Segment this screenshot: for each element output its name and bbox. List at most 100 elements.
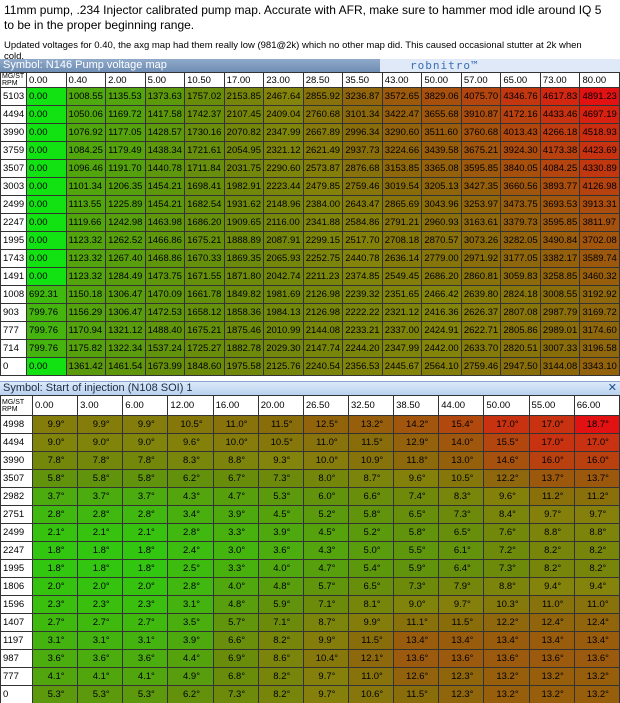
cell: 1858.36 xyxy=(223,303,265,322)
cell: 9.9° xyxy=(77,415,124,434)
cell: 2010.99 xyxy=(263,321,304,340)
cell: 4.5° xyxy=(257,505,304,524)
cell: 1123.32 xyxy=(65,231,107,250)
cell: 4.3° xyxy=(167,487,214,506)
cell: 2341.88 xyxy=(302,213,344,232)
cell: 5.8° xyxy=(31,469,79,488)
cell: 2759.46 xyxy=(342,177,383,196)
row-header: 2499 xyxy=(0,523,33,542)
table-row: 1806 2.0° 2.0° 2.0° 2.8° 4.0° 4.8° 5.7° 6.5° 7.3°… xyxy=(0,577,620,596)
cell: 1686.20 xyxy=(184,213,225,232)
cell: 4172.16 xyxy=(500,105,541,124)
cell: 17.0° xyxy=(483,415,530,434)
cell: 2.3° xyxy=(31,595,79,614)
cell: 1096.46 xyxy=(65,159,107,178)
cell: 5.3° xyxy=(31,685,79,703)
cell: 3019.54 xyxy=(381,177,423,196)
cell: 12.2° xyxy=(483,469,530,488)
cell: 692.31 xyxy=(26,285,67,304)
cell: 3.9° xyxy=(212,505,259,524)
table-row: 0 0.00 1361.42 1461.54 1673.99 1848.60 1975.58… xyxy=(0,357,620,376)
row-header: 987 xyxy=(0,649,33,668)
cell: 13.2° xyxy=(573,667,620,686)
cell: 1849.82 xyxy=(223,285,265,304)
row-header: 2247 xyxy=(0,541,33,560)
column-header: 73.00 xyxy=(539,72,581,88)
cell: 8.8° xyxy=(212,451,259,470)
cell: 2622.71 xyxy=(460,321,502,340)
cell: 9.0° xyxy=(31,433,79,452)
table-row: 2499 0.00 1113.55 1225.89 1454.21 1682.54 1931… xyxy=(0,195,620,214)
cell: 9.4° xyxy=(573,577,620,596)
cell: 2860.81 xyxy=(460,267,502,286)
cell: 13.4° xyxy=(438,631,485,650)
row-header: 0 xyxy=(0,685,33,703)
cell: 799.76 xyxy=(26,321,67,340)
table-row: 3003 0.00 1101.34 1206.35 1454.21 1698.41 1982… xyxy=(0,177,620,196)
row-header: 2751 xyxy=(0,505,33,524)
row-header: 2247 xyxy=(0,213,27,232)
intro-text: 11mm pump, .234 Injector calibrated pump… xyxy=(4,3,602,32)
cell: 6.5° xyxy=(438,523,485,542)
column-header: 10.50 xyxy=(184,72,225,88)
row-header: 714 xyxy=(0,339,27,358)
cell: 1191.70 xyxy=(105,159,146,178)
cell: 1658.12 xyxy=(184,303,225,322)
cell: 7.3° xyxy=(212,685,259,703)
cell: 5.8° xyxy=(122,469,169,488)
cell: 1675.21 xyxy=(184,231,225,250)
cell: 0.00 xyxy=(26,213,67,232)
cell: 2374.85 xyxy=(342,267,383,286)
cell: 1225.89 xyxy=(105,195,146,214)
cell: 8.7° xyxy=(302,613,349,632)
cell: 2031.75 xyxy=(223,159,265,178)
cell: 2467.64 xyxy=(263,87,304,106)
cell: 1461.54 xyxy=(105,357,146,376)
cell: 11.0° xyxy=(212,415,259,434)
cell: 1984.13 xyxy=(263,303,304,322)
cell: 2239.32 xyxy=(342,285,383,304)
table-row: 4494 0.00 1050.06 1169.72 1417.58 1742.37 2107… xyxy=(0,105,620,124)
cell: 11.0° xyxy=(347,667,395,686)
cell: 4423.69 xyxy=(579,141,620,160)
cell: 9.0° xyxy=(77,433,124,452)
column-header: 16.00 xyxy=(212,395,259,416)
cell: 8.7° xyxy=(347,469,395,488)
cell: 1101.34 xyxy=(65,177,107,196)
cell: 2116.00 xyxy=(263,213,304,232)
cell: 1875.46 xyxy=(223,321,265,340)
cell: 9.0° xyxy=(393,595,440,614)
cell: 3224.66 xyxy=(381,141,423,160)
cell: 3595.85 xyxy=(460,159,502,178)
row-header: 777 xyxy=(0,321,27,340)
cell: 3473.75 xyxy=(500,195,541,214)
cell: 1488.40 xyxy=(144,321,186,340)
cell: 2820.51 xyxy=(500,339,541,358)
cell: 1.8° xyxy=(31,559,79,578)
cell: 13.6° xyxy=(393,649,440,668)
brand: robnitro™ xyxy=(380,59,620,72)
close-button[interactable]: ✕ xyxy=(607,382,617,394)
row-header: 3003 xyxy=(0,177,27,196)
cell: 13.7° xyxy=(528,469,575,488)
cell: 1322.34 xyxy=(105,339,146,358)
cell: 2.0° xyxy=(122,577,169,596)
cell: 3.6° xyxy=(257,541,304,560)
cell: 1454.21 xyxy=(144,195,186,214)
cell: 8.1° xyxy=(347,595,395,614)
cell: 2643.47 xyxy=(342,195,383,214)
cell: 9.9° xyxy=(31,415,79,434)
cell: 8.8° xyxy=(573,523,620,542)
cell: 11.8° xyxy=(393,451,440,470)
column-header: 2.00 xyxy=(105,72,146,88)
cell: 10.5° xyxy=(438,469,485,488)
cell: 2409.04 xyxy=(263,105,304,124)
column-header: 55.00 xyxy=(528,395,575,416)
cell: 15.4° xyxy=(438,415,485,434)
cell: 4.9° xyxy=(167,667,214,686)
cell: 2791.21 xyxy=(381,213,423,232)
cell: 6.2° xyxy=(167,469,214,488)
cell: 3253.97 xyxy=(460,195,502,214)
cell: 3073.26 xyxy=(460,231,502,250)
